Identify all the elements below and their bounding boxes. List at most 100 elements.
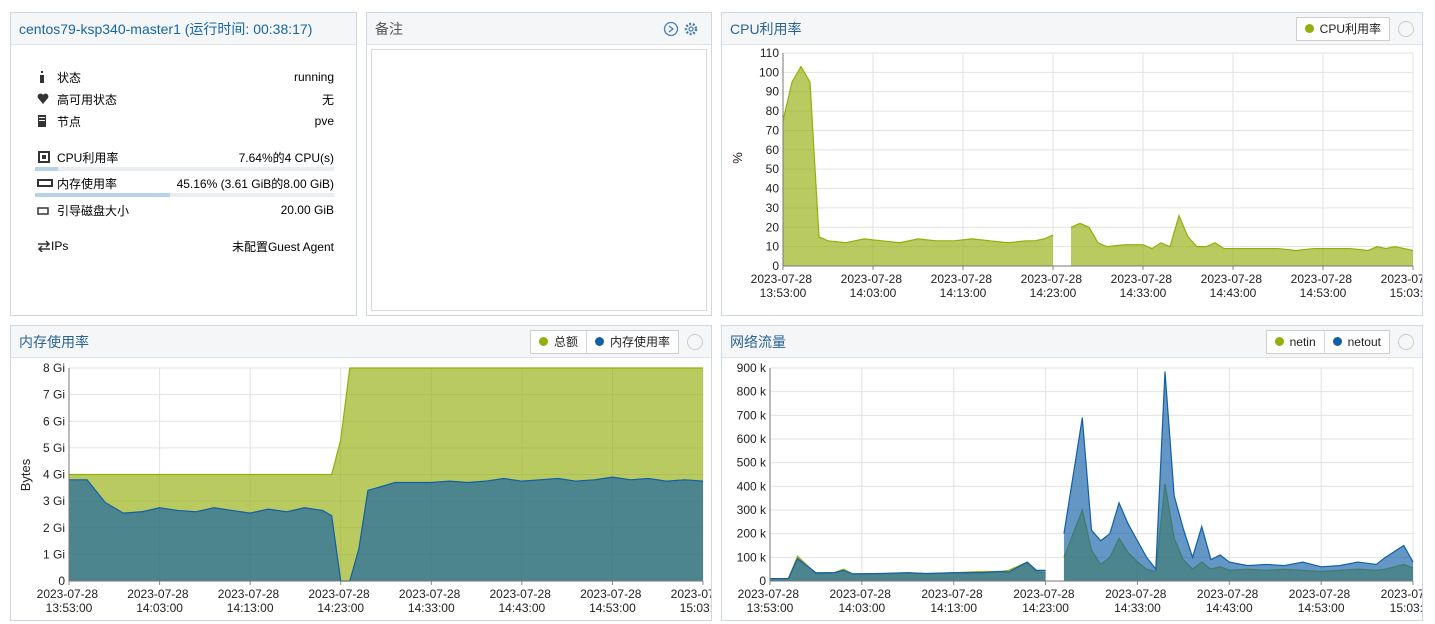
toggle-button[interactable] (1398, 333, 1414, 350)
row-value: 7.64%的4 CPU(s) (238, 150, 334, 165)
x-tick-label: 2023-07-28 14:03:00 (829, 587, 894, 615)
row-label: 节点 (57, 114, 82, 129)
row-label: CPU利用率 (57, 150, 119, 165)
icon (40, 71, 44, 83)
x-tick-label: 2023-07-28 14:53:00 (1291, 272, 1356, 300)
legend: 总额 内存使用率 (529, 329, 679, 354)
icon (38, 151, 50, 163)
y-tick-label: 20 (766, 220, 780, 234)
chart: 0 100 k 200 k 300 k 400 k 500 k 600 k 700 k 800 … (737, 361, 1422, 615)
usage-bar (35, 167, 334, 171)
status-row: 高可用状态 无 (37, 90, 334, 108)
chart: 0 1 Gi 2 Gi 3 Gi 4 Gi 5 Gi 6 Gi 7 Gi 8 Gi 2023-07… (18, 361, 711, 615)
line (69, 367, 703, 476)
status-panel: centos79-ksp340-master1 (运行时间: 00:38:17)… (10, 12, 357, 316)
x-tick-label: 2023-07-28 14:13:00 (218, 587, 283, 615)
line (770, 371, 1414, 580)
usage-bar-fill (35, 167, 58, 171)
area (783, 66, 1413, 266)
panel-header: CPU利用率 CPU利用率 (722, 13, 1422, 45)
icon (37, 240, 51, 252)
x-tick-label: 2023-07-28 14:13:00 (921, 587, 986, 615)
x-tick-label: 2023-07-28 14:53:00 (1289, 587, 1354, 615)
notes-body (371, 49, 707, 311)
status-row: 内存使用率 45.16% (3.61 GiB的8.00 GiB) (37, 174, 334, 192)
y-tick-label: 100 (759, 65, 779, 79)
y-tick-label: 100 k (737, 550, 767, 564)
legend-item[interactable]: netin (1267, 330, 1325, 353)
notes-panel: 备注 (366, 12, 712, 316)
icon (37, 179, 53, 187)
x-tick-label: 2023-07-28 14:23:00 (308, 587, 373, 615)
x-tick-label: 2023-07-28 14:33:00 (1105, 587, 1170, 615)
row-value: 20.00 GiB (280, 203, 334, 217)
y-tick-label: 700 k (737, 408, 767, 422)
legend-label: 内存使用率 (609, 335, 670, 349)
chart-panel: CPU利用率 CPU利用率 0 10 20 30 40 50 60 70 80 90 100 110 2… (721, 12, 1423, 316)
y-tick-label: 3 Gi (43, 494, 65, 508)
y-tick-label: 0 (772, 259, 779, 273)
toggle-button[interactable] (1398, 20, 1414, 37)
icon (38, 115, 46, 127)
legend-item[interactable]: netout (1325, 331, 1389, 353)
legend-label: netout (1347, 334, 1381, 349)
toggle-button[interactable] (687, 333, 703, 350)
y-tick-label: 80 (766, 104, 780, 118)
row-label: IPs (51, 239, 69, 253)
legend-label: netin (1289, 334, 1316, 349)
row-label: 状态 (57, 70, 82, 85)
y-tick-label: 300 k (737, 503, 767, 517)
legend-item[interactable]: CPU利用率 (1297, 18, 1389, 40)
y-tick-label: 30 (766, 201, 780, 215)
legend-item[interactable]: 总额 (531, 330, 587, 353)
x-tick-label: 2023-07-28 14:43:00 (1197, 587, 1262, 615)
usage-bar-fill (35, 193, 171, 197)
y-tick-label: 40 (766, 182, 780, 196)
legend-item[interactable]: 内存使用率 (587, 331, 678, 353)
status-row: 引导磁盘大小 20.00 GiB (37, 201, 334, 219)
y-tick-label: 1 Gi (43, 547, 65, 561)
icon (37, 207, 49, 215)
y-tick-label: 200 k (737, 527, 767, 541)
status-row: 节点 pve (37, 112, 334, 130)
legend: CPU利用率 (1295, 16, 1390, 41)
legend-swatch (1274, 337, 1284, 346)
x-tick-label: 2023-07-28 14:13:00 (931, 272, 996, 300)
chart-panel: 内存使用率 总额 内存使用率 0 1 Gi 2 Gi 3 Gi 4 Gi 5 Gi 6 Gi 7… (10, 325, 712, 621)
panel-header: centos79-ksp340-master1 (运行时间: 00:38:17) (11, 13, 356, 45)
x-tick-label: 2023-07-28 14:23:00 (1013, 587, 1078, 615)
y-tick-label: 400 k (737, 479, 767, 493)
x-tick-label: 2023-07-28 14:33:00 (399, 587, 464, 615)
row-value: running (293, 70, 334, 84)
legend: netin netout (1265, 329, 1390, 354)
chart: 0 10 20 30 40 50 60 70 80 90 100 110 2023-07-28 13:5… (730, 46, 1422, 300)
line (69, 476, 704, 582)
chart-panel: 网络流量 netin netout 0 100 k 200 k 300 k 400 k 50… (721, 325, 1423, 621)
row-label: 内存使用率 (57, 176, 118, 191)
y-tick-label: 2 Gi (43, 521, 65, 535)
x-tick-label: 2023-07-28 15:03:00 (1381, 587, 1422, 615)
icon (37, 93, 49, 104)
y-tick-label: 5 Gi (43, 441, 65, 455)
x-tick-label: 2023-07-28 14:53:00 (580, 587, 645, 615)
area (69, 477, 703, 581)
x-tick-label: 2023-07-28 14:43:00 (1201, 272, 1266, 300)
y-tick-label: 0 (58, 574, 65, 588)
y-tick-label: 6 Gi (43, 414, 65, 428)
x-tick-label: 2023-07-28 13:53:00 (37, 587, 102, 615)
status-row: 状态 running (37, 68, 334, 86)
y-tick-label: 500 k (737, 456, 767, 470)
usage-bar (35, 193, 334, 197)
y-tick-label: 50 (766, 162, 780, 176)
panel-title: 备注 (375, 20, 403, 37)
y-tick-label: 800 k (737, 385, 767, 399)
legend-label: CPU利用率 (1319, 22, 1381, 36)
tool-icons[interactable] (663, 21, 703, 37)
y-axis-label: % (730, 152, 745, 164)
y-tick-label: 900 k (737, 361, 767, 375)
legend-swatch (538, 337, 548, 346)
y-axis-label: Bytes (18, 458, 33, 491)
x-tick-label: 2023-07-28 13:53:00 (738, 587, 803, 615)
y-tick-label: 70 (766, 123, 780, 137)
